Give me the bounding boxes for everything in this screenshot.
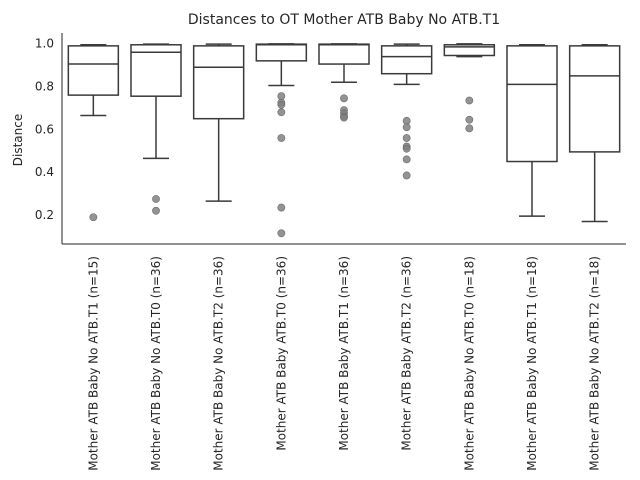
outlier-point [277,229,286,238]
y-tick-label: 0.6 [35,122,54,136]
box-3 [192,43,245,202]
outlier-point [465,115,474,124]
x-tick-label: Mother ATB Baby No ATB.T1 (n=18) [525,256,539,471]
outlier-point [152,195,160,203]
outlier-point [402,116,411,125]
box-body [506,45,558,163]
outlier-point [277,92,286,101]
box-2 [130,43,182,215]
x-tick-label: Mother ATB Baby ATB.T0 (n=36) [274,256,288,451]
x-tick-label: Mother ATB Baby No ATB.T0 (n=18) [462,256,476,471]
y-tick-label: 0.4 [35,165,54,179]
outlier-point [402,155,411,164]
box-9 [568,44,621,223]
outlier-point [152,206,160,215]
y-tick-label: 0.8 [35,80,54,94]
outlier-point [89,213,98,222]
chart-title: Distances to OT Mother ATB Baby No ATB.T… [188,12,500,28]
box-7 [443,43,496,133]
outlier-point [340,113,348,122]
outlier-point [465,124,474,133]
x-tick-label: Mother ATB Baby No ATB.T2 (n=18) [588,256,602,471]
box-body [67,45,120,96]
box-body [318,43,370,65]
outlier-point [402,123,411,132]
outlier-point [465,96,474,105]
box-body [255,43,308,62]
box-8 [506,44,558,217]
outlier-point [277,100,286,109]
box-5 [318,43,370,122]
box-group [67,43,621,238]
outlier-point [402,134,411,142]
outlier-point [402,144,411,153]
box-body [192,45,245,120]
y-axis-ticks: 0.2 0.4 0.6 0.8 1.0 [35,37,54,222]
box-body [568,45,621,153]
outlier-point [277,134,286,142]
outlier-point [277,108,286,117]
box-body [130,44,182,97]
outlier-point [402,171,411,180]
y-tick-label: 0.2 [35,208,54,222]
y-tick-label: 1.0 [35,37,54,51]
box-body [380,45,433,75]
outlier-point [340,94,348,103]
x-tick-label: Mother ATB Baby No ATB.T2 (n=36) [212,256,226,471]
box-6 [380,43,433,180]
outlier-point [277,203,286,212]
x-axis-ticks: Mother ATB Baby No ATB.T1 (n=15) Mother A… [86,256,601,471]
x-tick-label: Mother ATB Baby No ATB.T1 (n=15) [86,256,100,471]
box-body [443,44,496,57]
x-tick-label: Mother ATB Baby ATB.T2 (n=36) [400,256,414,451]
box-4 [255,43,308,238]
x-tick-label: Mother ATB Baby No ATB.T0 (n=36) [149,256,163,471]
box-1 [67,44,120,222]
x-tick-label: Mother ATB Baby ATB.T1 (n=36) [337,256,351,451]
y-axis-label: Distance [11,114,25,166]
